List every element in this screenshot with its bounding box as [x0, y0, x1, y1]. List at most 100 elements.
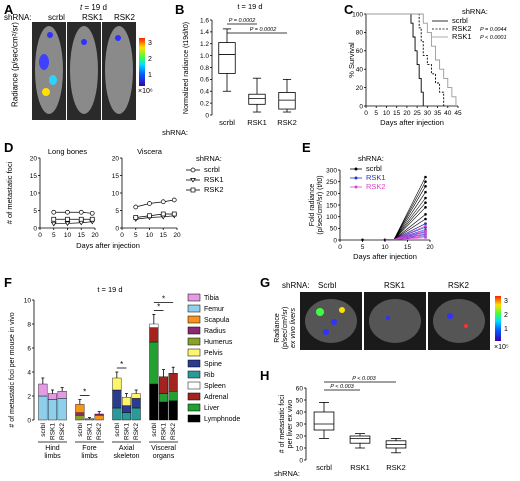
f-bar-segment-femur	[38, 395, 48, 421]
c-xlabel: Days after injection	[380, 118, 444, 127]
d-viscera-xtick-label: 20	[173, 232, 181, 239]
g-ylabel-line2: (p/sec/cm²/sr)	[282, 306, 289, 350]
f-bar-label: RSK2	[96, 423, 103, 440]
c-ylabel: % Survival	[347, 42, 356, 78]
g-image-rsk1	[364, 292, 426, 350]
c-survival-line-rsk2	[366, 13, 445, 106]
e-ytick-label: 250	[326, 179, 337, 186]
a-colorbar	[139, 38, 145, 86]
f-bar-segment-rib	[112, 407, 122, 421]
f-group-label: limbs	[81, 453, 98, 460]
e-xlabel: Days after injection	[353, 252, 417, 261]
e-point-scrbl	[424, 201, 427, 204]
c-legend-label: RSK1	[452, 32, 472, 41]
f-legend-swatch-femur	[187, 304, 201, 313]
e-ytick-label: 300	[326, 167, 337, 174]
e-line-scrbl	[384, 186, 426, 241]
a-time-t: t	[80, 3, 83, 12]
h-shrna-label: shRNA:	[274, 469, 300, 478]
e-legend-title: shRNA:	[358, 154, 384, 163]
d-long-bones-title: Long bones	[48, 147, 87, 156]
f-bar-label: RSK1	[161, 423, 168, 440]
d-long-bones-point	[65, 209, 70, 215]
a-time-label: t = 19 d	[80, 3, 107, 12]
e-point-rsk2	[424, 231, 427, 235]
d-long-bones-xtick-label: 15	[78, 232, 86, 239]
f-legend-label: Rib	[204, 372, 215, 379]
e-point-scrbl	[424, 213, 427, 216]
h-ytick-label: 20	[296, 433, 304, 440]
h-ytick-label: 0	[299, 457, 303, 464]
f-group-label: limbs	[44, 453, 61, 460]
f-legend-swatch-spine	[187, 359, 201, 368]
f-legend-label: Liver	[204, 405, 220, 412]
panel-label-d: D	[4, 140, 14, 155]
panel-label-f: F	[4, 275, 12, 290]
c-ytick-label: 0	[359, 103, 363, 110]
f-bar-segment-spine	[121, 405, 132, 414]
f-ytick-label: 6	[27, 345, 31, 352]
f-ytick-label: 10	[24, 297, 32, 304]
a-colorbar-tick: 2	[148, 56, 152, 63]
f-bar-label: RSK1	[50, 423, 57, 440]
c-xtick-label: 30	[424, 110, 432, 117]
f-group-label: organs	[153, 453, 175, 460]
e-legend-label: RSK2	[366, 182, 386, 191]
d-long-bones-point	[51, 216, 57, 222]
e-point-rsk2	[424, 229, 427, 232]
f-legend-swatch-lymphnode	[187, 414, 201, 423]
f-legend-swatch-humerus	[187, 337, 201, 346]
b-ytick-label: 0.6	[200, 77, 209, 84]
d-long-bones-line-scrbl	[53, 211, 93, 214]
g-shrna-label: shRNA:	[282, 281, 310, 290]
d-viscera-point	[160, 199, 166, 205]
f-legend-swatch-pelvis	[187, 348, 201, 357]
f-bar-segment-tibia	[47, 393, 58, 400]
d-long-bones-ytick-label: 15	[30, 173, 38, 180]
f-significance-star: *	[162, 294, 165, 303]
d-viscera-point	[171, 211, 177, 217]
c-xtick-label: 40	[444, 110, 452, 117]
d-viscera-xtick-label: 15	[160, 232, 168, 239]
f-bar-label: scrbl	[114, 422, 121, 436]
f-legend-swatch-rib	[187, 370, 201, 379]
e-ylabel-line1: Fold radiance	[309, 184, 316, 227]
f-legend-label: Tibia	[204, 295, 219, 302]
g-group-rsk2: RSK2	[448, 281, 469, 290]
panel-label-b: B	[175, 2, 185, 17]
e-point-scrbl	[424, 180, 427, 183]
a-group-scrbl: scrbl	[48, 13, 65, 22]
e-point-scrbl	[424, 185, 427, 188]
c-legend-pvalue: P < 0.0001	[480, 35, 507, 41]
a-group-rsk2: RSK2	[114, 13, 135, 22]
e-point-rsk2	[424, 224, 427, 228]
d-long-bones-point	[65, 216, 70, 222]
c-legend-pvalue: P = 0.0044	[480, 27, 507, 33]
d-viscera-ytick-label: 0	[115, 225, 119, 232]
e-point-rsk2	[424, 234, 427, 237]
d-legend-point	[190, 178, 196, 183]
f-bar-segment-liver	[158, 393, 169, 403]
e-ytick-label: 0	[333, 237, 337, 244]
f-bar-segment-spine	[131, 398, 141, 409]
e-legend-marker	[354, 176, 358, 180]
b-ytick-label: 0	[205, 112, 209, 119]
h-ylabel-line1: # of metastatic foci	[279, 394, 286, 453]
d-viscera-line-rsk1	[135, 215, 175, 220]
d-viscera-xtick-label: 0	[120, 232, 124, 239]
f-bar-label: scrbl	[77, 422, 84, 436]
b-category-label: scrbl	[219, 118, 235, 127]
d-long-bones-point	[89, 210, 95, 216]
f-bar-label: RSK2	[170, 423, 177, 440]
d-legend-label: RSK2	[204, 185, 224, 194]
f-bar-segment-pelvis	[112, 377, 122, 391]
e-xtick-label: 15	[404, 244, 412, 251]
c-ytick-label: 80	[356, 30, 364, 37]
f-bar-label: RSK2	[133, 423, 140, 440]
b-ytick-label: 1.0	[200, 53, 209, 60]
f-bar-segment-pelvis	[121, 397, 132, 406]
f-bar-segment-tibia	[38, 383, 48, 397]
d-viscera-xtick-label: 5	[134, 232, 138, 239]
c-xtick-label: 15	[393, 110, 401, 117]
